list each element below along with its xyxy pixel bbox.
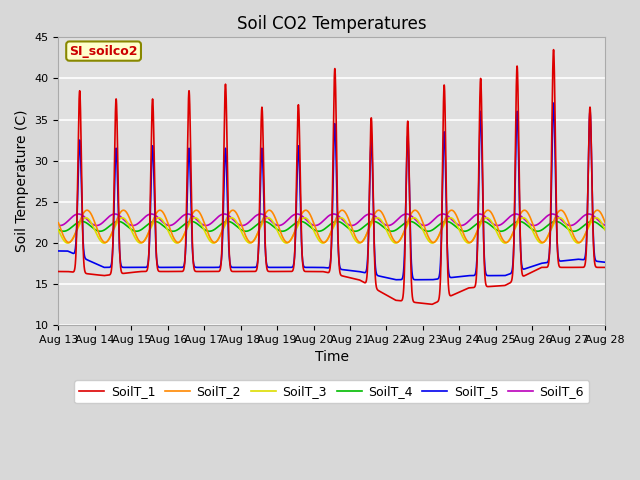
SoilT_5: [470, 273, 477, 278]
SoilT_3: [314, 235, 321, 240]
SoilT_2: [454, 217, 462, 223]
SoilT_4: [572, 228, 579, 234]
SoilT_4: [602, 227, 609, 232]
SoilT_6: [312, 223, 319, 228]
SoilT_1: [314, 269, 321, 275]
SoilT_6: [470, 214, 477, 219]
Y-axis label: Soil Temperature (C): Soil Temperature (C): [15, 110, 29, 252]
SoilT_5: [241, 264, 248, 270]
SoilT_3: [470, 236, 477, 242]
Line: SoilT_2: SoilT_2: [58, 210, 605, 242]
SoilT_4: [242, 228, 250, 234]
SoilT_1: [550, 47, 557, 52]
SoilT_2: [314, 230, 321, 236]
Text: SI_soilco2: SI_soilco2: [69, 45, 138, 58]
SoilT_6: [454, 222, 462, 228]
SoilT_6: [54, 222, 62, 228]
SoilT_1: [470, 285, 477, 290]
Line: SoilT_5: SoilT_5: [58, 103, 605, 280]
SoilT_2: [602, 220, 609, 226]
SoilT_4: [470, 224, 477, 229]
SoilT_6: [579, 214, 586, 220]
SoilT_1: [454, 290, 462, 296]
SoilT_2: [83, 207, 91, 213]
SoilT_6: [241, 222, 248, 228]
SoilT_3: [501, 240, 509, 246]
SoilT_4: [54, 227, 62, 232]
SoilT_3: [483, 215, 491, 221]
SoilT_1: [579, 264, 586, 270]
SoilT_5: [572, 257, 579, 263]
SoilT_6: [572, 220, 579, 226]
Line: SoilT_3: SoilT_3: [58, 218, 605, 243]
SoilT_1: [241, 269, 248, 275]
SoilT_2: [579, 237, 586, 243]
SoilT_2: [470, 236, 477, 242]
SoilT_4: [224, 218, 232, 224]
SoilT_1: [428, 301, 436, 307]
SoilT_2: [241, 230, 248, 236]
SoilT_6: [314, 222, 321, 228]
SoilT_1: [602, 264, 609, 270]
SoilT_3: [602, 227, 609, 233]
SoilT_5: [314, 264, 321, 270]
SoilT_3: [54, 227, 62, 233]
Title: Soil CO2 Temperatures: Soil CO2 Temperatures: [237, 15, 427, 33]
SoilT_5: [54, 248, 62, 254]
SoilT_4: [454, 226, 462, 231]
SoilT_3: [241, 235, 248, 240]
SoilT_5: [579, 257, 586, 263]
Line: SoilT_1: SoilT_1: [58, 49, 605, 304]
SoilT_6: [602, 222, 609, 228]
SoilT_3: [454, 225, 462, 230]
SoilT_5: [602, 259, 609, 265]
SoilT_6: [330, 211, 337, 217]
SoilT_3: [572, 239, 579, 245]
Line: SoilT_6: SoilT_6: [58, 214, 605, 226]
SoilT_1: [54, 269, 62, 275]
SoilT_4: [314, 228, 321, 234]
SoilT_5: [454, 274, 462, 280]
SoilT_2: [54, 220, 62, 226]
SoilT_2: [572, 237, 579, 242]
SoilT_1: [572, 264, 579, 270]
SoilT_3: [579, 237, 586, 242]
X-axis label: Time: Time: [315, 350, 349, 364]
SoilT_2: [101, 240, 109, 245]
Legend: SoilT_1, SoilT_2, SoilT_3, SoilT_4, SoilT_5, SoilT_6: SoilT_1, SoilT_2, SoilT_3, SoilT_4, Soil…: [74, 380, 589, 403]
SoilT_5: [419, 277, 427, 283]
Line: SoilT_4: SoilT_4: [58, 221, 605, 231]
SoilT_5: [550, 100, 557, 106]
SoilT_4: [241, 228, 248, 234]
SoilT_4: [579, 224, 586, 230]
